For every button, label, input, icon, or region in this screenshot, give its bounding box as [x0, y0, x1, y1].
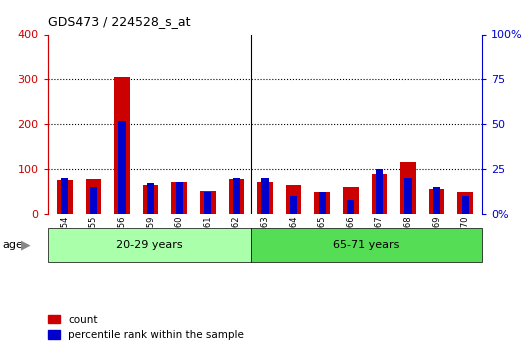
Bar: [251, 228, 482, 262]
Text: 65-71 years: 65-71 years: [333, 240, 400, 250]
Bar: [400, 162, 416, 214]
Text: GDS473 / 224528_s_at: GDS473 / 224528_s_at: [48, 14, 190, 28]
Bar: [286, 185, 302, 214]
Bar: [114, 77, 130, 214]
Bar: [462, 196, 469, 214]
Bar: [347, 199, 355, 214]
Bar: [171, 181, 187, 214]
Bar: [233, 178, 240, 214]
Bar: [90, 187, 97, 214]
Bar: [319, 193, 326, 214]
Bar: [343, 187, 359, 214]
Bar: [261, 178, 269, 214]
Bar: [372, 174, 387, 214]
Bar: [147, 184, 154, 214]
Bar: [48, 228, 251, 262]
Bar: [376, 169, 383, 214]
Bar: [457, 193, 473, 214]
Bar: [57, 180, 73, 214]
Legend: count, percentile rank within the sample: count, percentile rank within the sample: [48, 315, 244, 340]
Bar: [314, 193, 330, 214]
Bar: [200, 190, 216, 214]
Bar: [119, 121, 126, 214]
Bar: [61, 178, 68, 214]
Text: ▶: ▶: [21, 238, 31, 252]
Bar: [85, 179, 101, 214]
Bar: [429, 189, 445, 214]
Bar: [404, 178, 411, 214]
Bar: [204, 193, 211, 214]
Bar: [290, 196, 297, 214]
Bar: [175, 181, 183, 214]
Bar: [143, 185, 158, 214]
Text: age: age: [3, 240, 23, 250]
Bar: [257, 181, 273, 214]
Bar: [228, 179, 244, 214]
Text: 20-29 years: 20-29 years: [116, 240, 182, 250]
Bar: [433, 187, 440, 214]
